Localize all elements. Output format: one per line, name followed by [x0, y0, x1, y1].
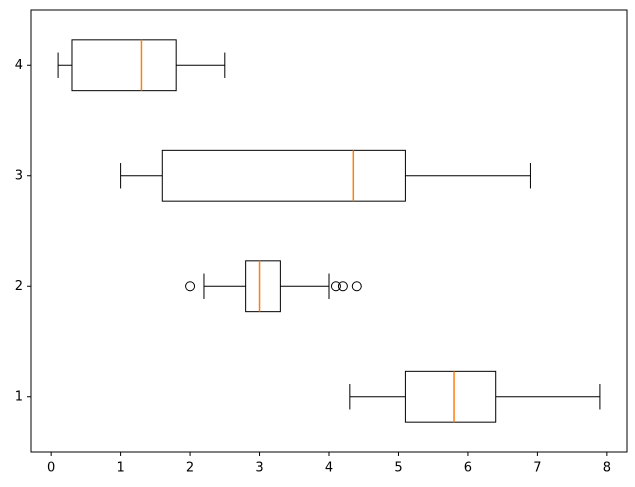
flier — [351, 281, 362, 292]
axes-frame — [30, 9, 628, 453]
x-tick-label: 1 — [116, 461, 124, 476]
box — [245, 260, 281, 313]
x-tick-label: 5 — [394, 461, 402, 476]
flier — [337, 281, 348, 292]
box — [404, 370, 497, 423]
x-tick-label: 2 — [186, 461, 194, 476]
y-tick-label: 3 — [15, 168, 23, 183]
y-tick-label: 4 — [15, 58, 23, 73]
box — [71, 39, 177, 92]
x-tick-label: 3 — [255, 461, 263, 476]
x-tick-label: 6 — [464, 461, 472, 476]
x-tick-label: 4 — [325, 461, 333, 476]
x-tick-label: 0 — [47, 461, 55, 476]
y-tick-label: 2 — [15, 279, 23, 294]
x-tick-label: 8 — [603, 461, 611, 476]
flier — [185, 281, 196, 292]
x-tick-label: 7 — [533, 461, 541, 476]
y-tick-label: 1 — [15, 389, 23, 404]
flier — [330, 281, 341, 292]
box — [161, 149, 406, 202]
